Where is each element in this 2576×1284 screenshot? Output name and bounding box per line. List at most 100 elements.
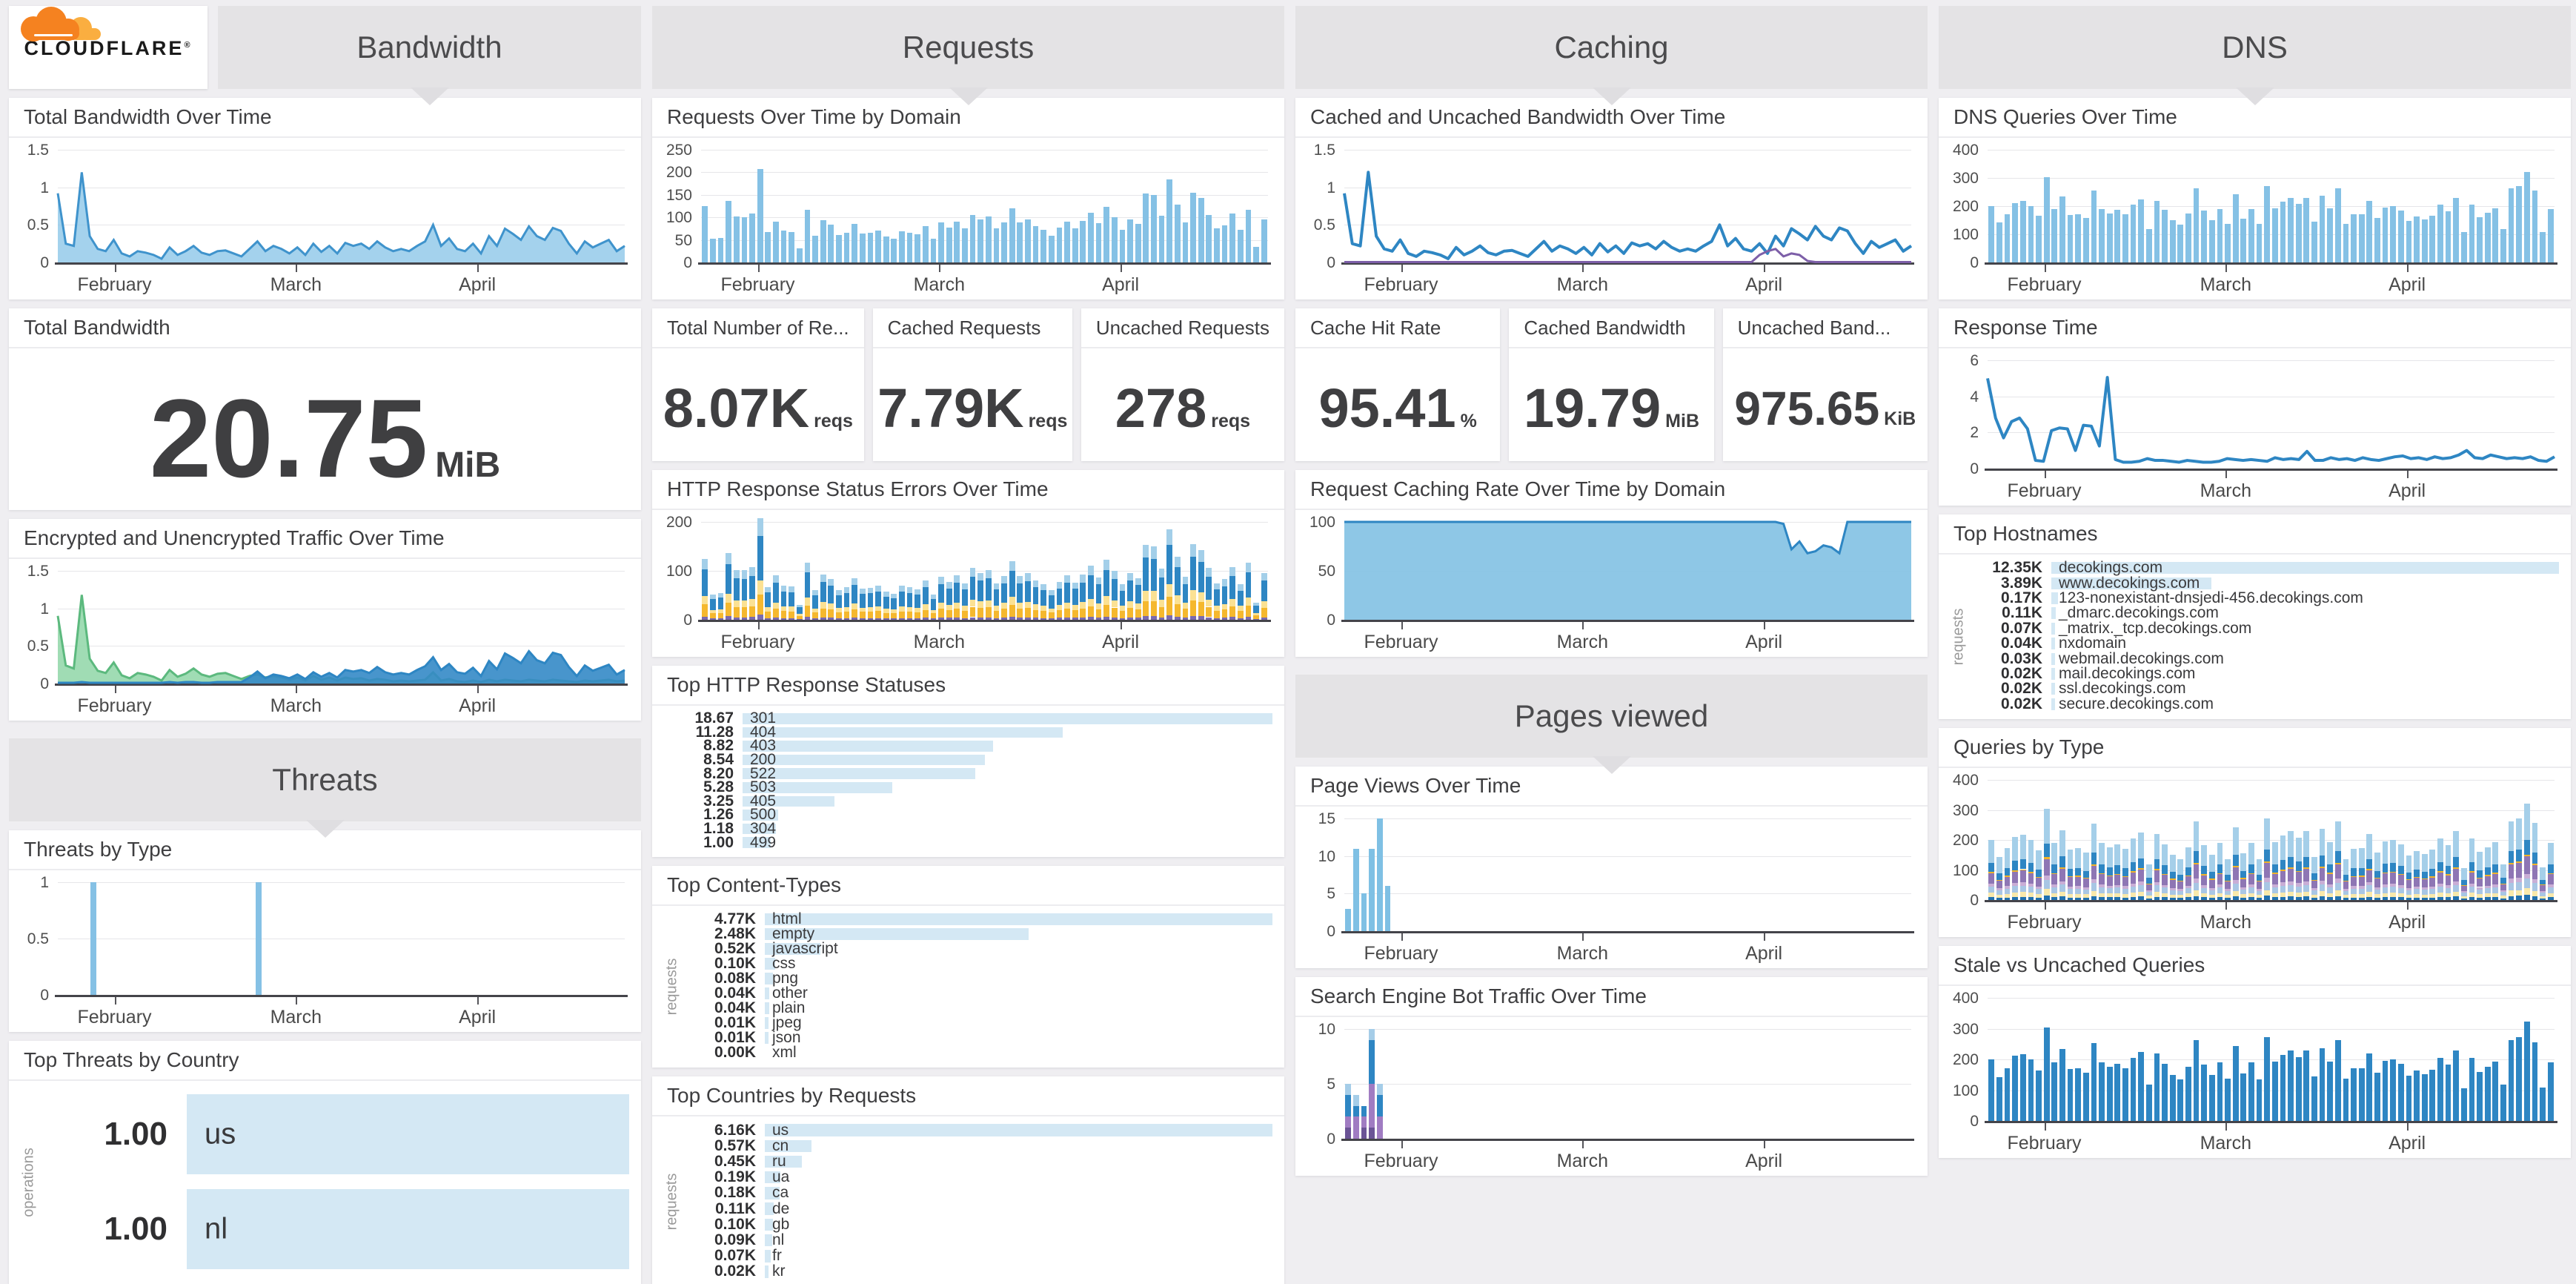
stacked-bar-segment[interactable] [2532, 890, 2538, 896]
stacked-bar-segment[interactable] [1025, 608, 1031, 618]
bar[interactable] [938, 222, 944, 262]
stacked-bar-segment[interactable] [2288, 831, 2294, 858]
list-item[interactable]: 1.00 499 [660, 834, 1272, 851]
stacked-bar-segment[interactable] [2264, 896, 2270, 900]
stacked-bar-segment[interactable] [2012, 871, 2018, 883]
stacked-bar-segment[interactable] [2099, 884, 2105, 888]
bar[interactable] [2122, 1068, 2128, 1121]
stacked-bar-segment[interactable] [741, 617, 748, 620]
stacked-bar-segment[interactable] [2091, 824, 2097, 853]
stacked-bar-segment[interactable] [828, 578, 834, 586]
bar[interactable] [2469, 205, 2475, 262]
stacked-bar-segment[interactable] [2271, 873, 2278, 874]
stacked-bar-segment[interactable] [2421, 890, 2428, 895]
stacked-bar-segment[interactable] [2421, 871, 2428, 878]
bar[interactable] [2240, 219, 2247, 262]
stacked-bar-segment[interactable] [2453, 881, 2459, 885]
stacked-bar-segment[interactable] [2382, 872, 2389, 874]
stacked-bar-segment[interactable] [2043, 875, 2050, 880]
bar[interactable] [2043, 176, 2050, 262]
stacked-bar-segment[interactable] [2477, 878, 2483, 887]
stacked-bar-segment[interactable] [2288, 891, 2294, 897]
bar[interactable] [2122, 214, 2128, 262]
stacked-bar-segment[interactable] [875, 585, 881, 592]
stacked-bar-segment[interactable] [2193, 863, 2200, 865]
stacked-bar-segment[interactable] [2406, 879, 2412, 881]
stacked-bar-segment[interactable] [2397, 884, 2404, 888]
stacked-bar-segment[interactable] [1040, 610, 1046, 618]
stacked-bar-segment[interactable] [2201, 874, 2207, 876]
stacked-bar-segment[interactable] [2351, 888, 2357, 894]
stacked-bar-segment[interactable] [2217, 873, 2223, 875]
bar[interactable] [2445, 211, 2451, 262]
stacked-bar-segment[interactable] [843, 618, 850, 620]
stacked-bar-segment[interactable] [2516, 890, 2522, 896]
stacked-bar-segment[interactable] [2351, 876, 2357, 877]
stacked-bar-segment[interactable] [899, 592, 905, 607]
bar[interactable] [2429, 215, 2436, 262]
stacked-bar-segment[interactable] [1127, 617, 1133, 620]
stacked-bar-segment[interactable] [2075, 893, 2081, 898]
stacked-bar-segment[interactable] [2043, 889, 2050, 896]
list-item[interactable]: 0.07K fr [682, 1247, 1272, 1264]
stacked-bar-segment[interactable] [2240, 890, 2247, 895]
stacked-bar-segment[interactable] [1103, 604, 1109, 617]
stacked-bar-segment[interactable] [2208, 872, 2215, 879]
stacked-bar-segment[interactable] [1080, 608, 1086, 618]
stacked-bar-segment[interactable] [2469, 872, 2475, 884]
stacked-bar-segment[interactable] [2311, 898, 2317, 900]
stacked-bar-segment[interactable] [1198, 549, 1204, 562]
bar[interactable] [2421, 219, 2428, 262]
stacked-bar-segment[interactable] [1095, 603, 1102, 609]
stacked-bar-segment[interactable] [1988, 884, 1995, 887]
stacked-bar-segment[interactable] [2193, 882, 2200, 891]
stacked-bar-segment[interactable] [2437, 893, 2443, 897]
stacked-bar-segment[interactable] [2492, 887, 2499, 893]
stacked-bar-segment[interactable] [2004, 867, 2011, 876]
bar[interactable] [2114, 1063, 2121, 1121]
stacked-bar-segment[interactable] [2225, 881, 2231, 890]
stacked-bar-segment[interactable] [891, 598, 897, 610]
stacked-bar-segment[interactable] [852, 603, 857, 609]
stacked-bar-segment[interactable] [1111, 600, 1118, 608]
bar[interactable] [1119, 230, 1126, 262]
bar[interactable] [2075, 1068, 2081, 1121]
stacked-bar-segment[interactable] [2208, 855, 2215, 873]
stacked-bar-segment[interactable] [2288, 857, 2294, 868]
stacked-bar-segment[interactable] [2106, 888, 2113, 894]
bar[interactable] [2193, 188, 2200, 262]
stacked-bar-segment[interactable] [820, 582, 826, 603]
stacked-bar-segment[interactable] [1221, 609, 1228, 618]
list-item[interactable]: 5.28 503 [660, 778, 1272, 795]
stacked-bar-segment[interactable] [2122, 849, 2128, 869]
stacked-bar-segment[interactable] [2374, 870, 2380, 878]
stacked-bar-segment[interactable] [2264, 878, 2270, 882]
stacked-bar-segment[interactable] [914, 595, 920, 609]
stacked-bar-segment[interactable] [2169, 872, 2176, 879]
stacked-bar-segment[interactable] [773, 602, 779, 609]
stacked-bar-segment[interactable] [1361, 1105, 1367, 1117]
stacked-bar-segment[interactable] [977, 617, 983, 620]
stacked-bar-segment[interactable] [2201, 893, 2207, 898]
stacked-bar-segment[interactable] [2256, 898, 2263, 900]
stacked-bar-segment[interactable] [2397, 844, 2404, 866]
bar[interactable] [2193, 1040, 2200, 1121]
bar[interactable] [2051, 1062, 2058, 1121]
stacked-bar-segment[interactable] [2232, 884, 2239, 892]
stacked-bar-segment[interactable] [726, 616, 731, 620]
stacked-bar-segment[interactable] [1017, 576, 1023, 584]
stacked-bar-segment[interactable] [2154, 834, 2160, 859]
stacked-bar-segment[interactable] [1361, 1128, 1367, 1139]
stacked-bar-segment[interactable] [2390, 873, 2396, 884]
stacked-bar-segment[interactable] [2397, 887, 2404, 893]
stacked-bar-segment[interactable] [2154, 896, 2160, 900]
stacked-bar-segment[interactable] [1056, 582, 1063, 589]
bar[interactable] [2106, 1067, 2113, 1121]
bar[interactable] [843, 232, 850, 262]
stacked-bar-segment[interactable] [2012, 896, 2018, 900]
stacked-bar-segment[interactable] [2523, 878, 2530, 889]
stacked-bar-segment[interactable] [2414, 897, 2420, 900]
stacked-bar-segment[interactable] [2319, 891, 2326, 897]
stacked-bar-segment[interactable] [702, 558, 708, 569]
bar[interactable] [2327, 208, 2333, 262]
